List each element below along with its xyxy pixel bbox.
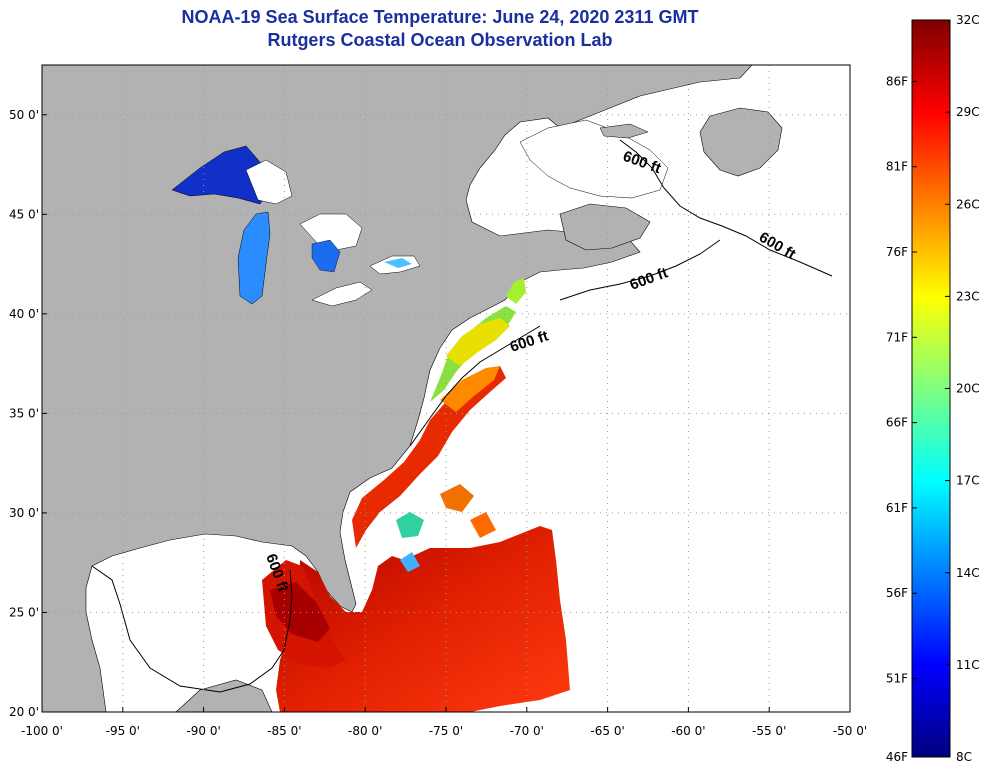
- lon-tick-label: -75 0': [429, 724, 463, 738]
- lake-superior-east: [245, 159, 293, 205]
- colorbar-c-label: 8C: [956, 750, 972, 764]
- lat-tick-label: 45 0': [9, 207, 39, 221]
- lat-tick-label: 20 0': [9, 705, 39, 719]
- colorbar-gradient: [911, 19, 951, 758]
- longitude-axis: -100 0' -95 0' -90 0' -85 0' -80 0' -75 0' -70…: [21, 707, 867, 738]
- colorbar-fahrenheit-scale: 86F 81F 76F 71F 66F 61F 56F 51F 46F: [886, 74, 917, 764]
- sst-mid-atlantic-yellow: [446, 318, 510, 366]
- isobath-600ft: [91, 139, 833, 693]
- sst-scatter-2: [440, 484, 474, 512]
- lon-tick-label: -100 0': [21, 724, 63, 738]
- lon-tick-label: -65 0': [590, 724, 624, 738]
- colorbar-c-label: 26C: [956, 197, 980, 211]
- colorbar-f-label: 76F: [886, 245, 908, 259]
- land-mass: [42, 65, 753, 712]
- sst-carolina-shelf: [352, 366, 506, 548]
- anticosti: [599, 123, 649, 139]
- lat-tick-label: 25 0': [9, 605, 39, 619]
- gulf-st-lawrence: [519, 119, 669, 199]
- yucatan: [175, 679, 273, 712]
- colorbar-c-label: 11C: [956, 658, 980, 672]
- lon-tick-label: -95 0': [106, 724, 140, 738]
- colorbar-c-label: 23C: [956, 289, 980, 303]
- colorbar-f-label: 86F: [886, 74, 908, 88]
- colorbar-c-label: 32C: [956, 13, 980, 27]
- lon-tick-label: -70 0': [510, 724, 544, 738]
- colorbar-f-label: 66F: [886, 416, 908, 430]
- sst-shelf-orange: [440, 366, 500, 412]
- newfoundland: [699, 107, 783, 177]
- colorbar-f-label: 61F: [886, 501, 908, 515]
- lon-tick-label: -55 0': [752, 724, 786, 738]
- map-title: NOAA-19 Sea Surface Temperature: June 24…: [181, 7, 699, 27]
- nova-scotia: [559, 203, 651, 251]
- colorbar-f-label: 46F: [886, 750, 908, 764]
- map-subtitle: Rutgers Coastal Ocean Observation Lab: [267, 30, 613, 50]
- sst-scatter-4: [470, 512, 496, 538]
- lon-tick-label: -85 0': [267, 724, 301, 738]
- lon-tick-label: -80 0': [348, 724, 382, 738]
- lat-tick-label: 50 0': [9, 108, 39, 122]
- lon-tick-label: -90 0': [186, 724, 220, 738]
- lat-tick-label: 40 0': [9, 307, 39, 321]
- sst-gulf-stream: [276, 526, 570, 712]
- lake-michigan: [237, 211, 271, 305]
- lake-huron-cold: [311, 239, 341, 273]
- latitude-axis: 20 0' 25 0' 30 0' 35 0' 40 0' 45 0' 50 0': [9, 108, 47, 719]
- colorbar-c-label: 17C: [956, 474, 980, 488]
- colorbar-f-label: 81F: [886, 160, 908, 174]
- sst-gulf-maine: [506, 278, 526, 304]
- colorbar-c-label: 20C: [956, 382, 980, 396]
- colorbar-c-label: 29C: [956, 105, 980, 119]
- colorbar-c-label: 14C: [956, 566, 980, 580]
- lat-tick-label: 30 0': [9, 506, 39, 520]
- lon-tick-label: -60 0': [671, 724, 705, 738]
- sst-scatter-1: [396, 512, 424, 538]
- lake-erie: [311, 281, 373, 307]
- colorbar-f-label: 51F: [886, 672, 908, 686]
- colorbar-f-label: 71F: [886, 330, 908, 344]
- colorbar-f-label: 56F: [886, 586, 908, 600]
- colorbar-celsius-scale: 32C 29C 26C 23C 20C 17C 14C 11C 8C: [945, 13, 980, 764]
- lat-tick-label: 35 0': [9, 406, 39, 420]
- temperature-colorbar: 86F 81F 76F 71F 66F 61F 56F 51F 46F 32C 29C 26C 23C…: [886, 13, 980, 764]
- lon-tick-label: -50 0': [833, 724, 867, 738]
- sst-map: 600 ft 600 ft 600 ft 600 ft 600 ft -100 …: [9, 64, 867, 738]
- lake-ontario-warm: [384, 258, 412, 268]
- sst-scatter-3: [400, 552, 420, 572]
